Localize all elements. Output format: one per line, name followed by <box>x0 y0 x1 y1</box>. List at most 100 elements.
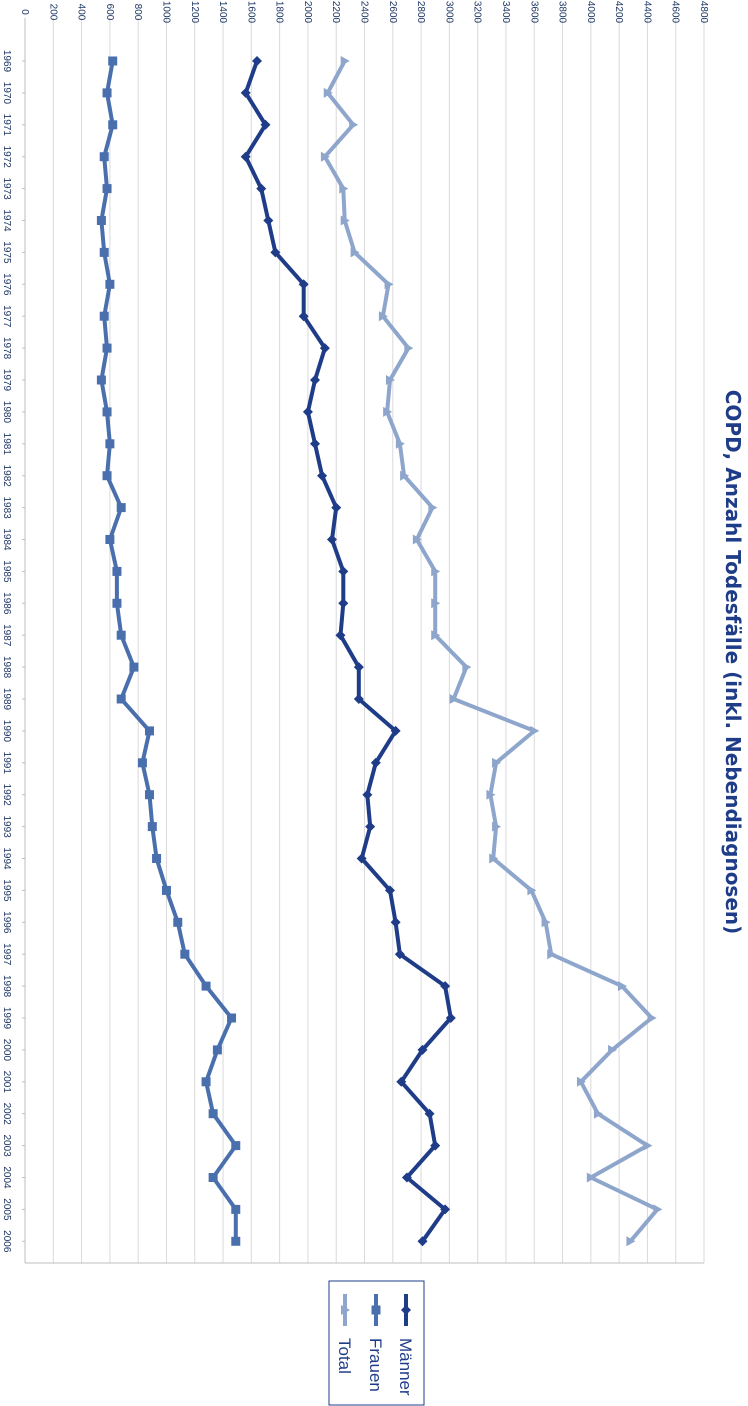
year-tick-label: 1992 <box>1 784 12 807</box>
data-point <box>108 56 118 66</box>
data-point <box>208 1173 218 1182</box>
series-line <box>99 59 238 1244</box>
data-point <box>102 471 112 481</box>
series-männer <box>240 56 456 1247</box>
data-point <box>384 279 394 290</box>
data-point <box>486 789 496 800</box>
data-point <box>390 725 401 736</box>
value-tick-label: 4800 <box>698 1 709 24</box>
data-point <box>256 183 267 194</box>
value-tick-label: 400 <box>76 4 87 21</box>
gridlines <box>52 18 705 1263</box>
year-tick-label: 2003 <box>1 1134 12 1157</box>
data-point <box>116 630 126 640</box>
data-point <box>541 917 551 928</box>
value-tick-label: 2400 <box>359 1 370 24</box>
data-point <box>417 1044 428 1055</box>
data-point <box>440 981 451 992</box>
year-tick-label: 1978 <box>1 337 12 360</box>
data-point <box>353 694 364 704</box>
data-point <box>96 375 106 385</box>
data-point <box>240 151 251 162</box>
year-tick-label: 1999 <box>1 1007 12 1030</box>
value-tick-label: 3200 <box>472 1 483 24</box>
data-point <box>108 120 118 130</box>
data-point <box>383 406 393 417</box>
data-point <box>353 662 364 673</box>
chart-title: COPD, Anzahl Todesfälle (inkl. Nebendiag… <box>721 390 745 935</box>
year-tick-label: 1973 <box>1 177 12 200</box>
data-point <box>530 725 540 736</box>
data-point <box>326 534 337 545</box>
value-tick-label: 4600 <box>670 1 681 24</box>
data-point <box>431 630 441 641</box>
data-point <box>201 1077 211 1087</box>
value-tick-label: 0 <box>19 9 30 15</box>
data-point <box>105 279 115 289</box>
value-tick-label: 1200 <box>189 1 200 24</box>
data-point <box>492 821 502 832</box>
data-point <box>102 184 112 194</box>
value-tick-label: 4200 <box>613 1 624 24</box>
data-point <box>309 375 320 385</box>
legend-marker <box>401 1305 411 1315</box>
data-point <box>309 438 320 449</box>
value-tick-label: 3800 <box>557 1 568 24</box>
value-tick-label: 1800 <box>274 1 285 24</box>
data-point <box>335 630 346 641</box>
year-tick-label: 1994 <box>1 847 12 870</box>
data-point <box>404 343 414 354</box>
data-point <box>231 1204 241 1214</box>
legend-label: Total <box>335 1338 354 1374</box>
data-point <box>365 821 376 832</box>
data-point <box>263 215 274 226</box>
data-point <box>102 88 112 98</box>
year-tick-label: 1969 <box>1 50 12 73</box>
year-tick-label: 1972 <box>1 146 12 169</box>
data-point <box>319 343 330 354</box>
data-point <box>626 1236 636 1247</box>
year-tick-label: 1993 <box>1 815 12 838</box>
series-total <box>320 56 663 1247</box>
value-tick-label: 2800 <box>415 1 426 24</box>
legend: Männer Frauen Total <box>328 1280 425 1406</box>
data-point <box>449 694 459 704</box>
value-tick-label: 3600 <box>528 1 539 24</box>
data-point <box>593 1108 603 1119</box>
data-point <box>102 407 112 417</box>
data-point <box>112 566 122 576</box>
data-point <box>338 566 349 577</box>
year-tick-label: 1970 <box>1 82 12 105</box>
data-point <box>260 119 271 130</box>
data-point <box>462 662 472 673</box>
data-point <box>378 311 388 322</box>
data-point <box>356 853 367 864</box>
data-point <box>144 790 154 800</box>
value-tick-label: 2200 <box>330 1 341 24</box>
value-tick-label: 2600 <box>387 1 398 24</box>
year-tick-label: 1980 <box>1 401 12 424</box>
data-point <box>240 87 251 98</box>
data-point <box>527 885 537 896</box>
data-point <box>340 56 350 66</box>
year-tick-label: 2002 <box>1 1103 12 1126</box>
year-tick-label: 1985 <box>1 560 12 583</box>
data-point <box>385 375 395 385</box>
year-tick-label: 1984 <box>1 528 12 551</box>
value-tick-label: 2000 <box>302 1 313 24</box>
data-point <box>129 662 139 672</box>
value-tick-label: 3400 <box>500 1 511 24</box>
value-tick-label: 1400 <box>217 1 228 24</box>
year-tick-label: 2000 <box>1 1039 12 1062</box>
data-point <box>302 406 313 417</box>
data-point <box>653 1204 663 1215</box>
series-line <box>322 59 660 1244</box>
data-point <box>428 502 438 513</box>
year-tick-labels: 1969 1970 1971 1972 1973 1974 1975 1976 1977 1978… <box>1 50 25 1253</box>
year-tick-label: 1971 <box>1 114 12 137</box>
legend-label: Männer <box>396 1338 415 1396</box>
data-point <box>180 949 190 959</box>
value-tick-label: 1000 <box>160 1 171 24</box>
data-point <box>161 885 171 895</box>
data-point <box>323 87 333 98</box>
